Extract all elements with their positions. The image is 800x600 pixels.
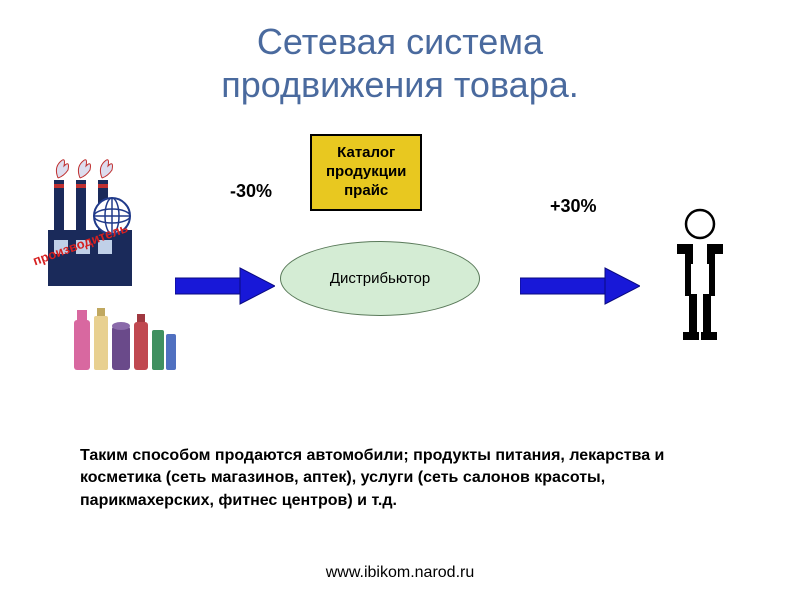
distributor-label: Дистрибьютор bbox=[330, 270, 430, 287]
catalog-l3: прайс bbox=[344, 182, 388, 199]
footer-url: www.ibikom.narod.ru bbox=[0, 564, 800, 582]
title-line-2: продвижения товара. bbox=[221, 64, 578, 105]
diagram-area: производитель Каталог продукции прайс -3… bbox=[0, 116, 800, 436]
page-title: Сетевая система продвижения товара. bbox=[0, 0, 800, 106]
catalog-l2: продукции bbox=[326, 163, 406, 180]
arrow-right-icon bbox=[520, 266, 640, 311]
catalog-l1: Каталог bbox=[337, 144, 395, 161]
description-text: Таким способом продаются автомобили; про… bbox=[80, 445, 720, 512]
products-icon bbox=[70, 296, 180, 381]
person-icon bbox=[665, 206, 735, 351]
percent-left-label: -30% bbox=[230, 181, 272, 202]
percent-right-label: +30% bbox=[550, 196, 597, 217]
catalog-box: Каталог продукции прайс bbox=[310, 134, 422, 210]
title-line-1: Сетевая система bbox=[257, 21, 543, 62]
distributor-node: Дистрибьютор bbox=[280, 241, 480, 316]
arrow-left-icon bbox=[175, 266, 275, 311]
